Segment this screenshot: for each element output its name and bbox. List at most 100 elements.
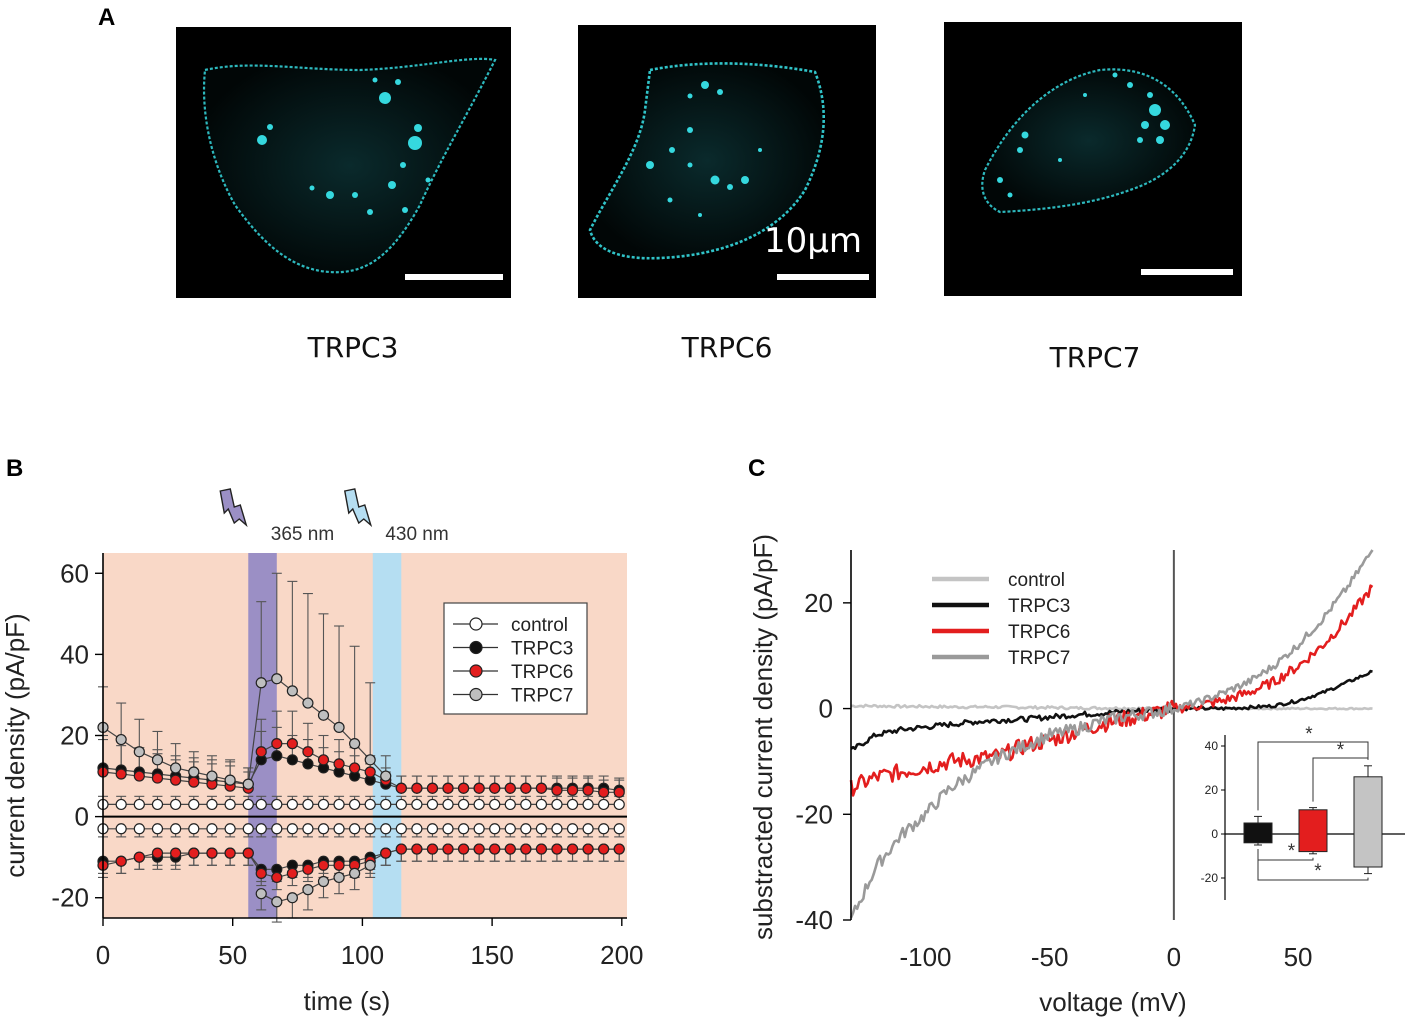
data-point-control	[188, 798, 200, 811]
data-point-trpc6	[395, 782, 407, 794]
annotation-365nm: 365 nm	[271, 524, 334, 545]
legend-label-trpc6: TRPC6	[1008, 622, 1070, 643]
flash-365-icon	[219, 488, 248, 528]
data-point-trpc6	[151, 772, 164, 784]
panel-letter-a: A	[98, 4, 115, 31]
data-point-trpc6	[535, 782, 547, 794]
data-point-trpc6	[582, 843, 594, 855]
x-tick-label: 100	[341, 940, 384, 970]
data-point-control	[489, 798, 501, 811]
y-tick-label: 0	[819, 694, 833, 724]
y-tick-label: -40	[795, 905, 833, 935]
data-point-trpc7	[364, 859, 376, 871]
data-point-trpc6	[411, 782, 423, 794]
membrane-outline-trpc6	[588, 62, 825, 260]
data-point-control	[317, 823, 330, 835]
data-point-trpc6	[206, 847, 218, 859]
shaded-uv	[248, 553, 277, 918]
data-point-trpc7	[271, 673, 283, 685]
data-point-trpc6	[349, 762, 361, 774]
data-point-trpc6	[242, 847, 254, 859]
legend: control TRPC3 TRPC6 TRPC7	[932, 570, 1070, 669]
legend-box	[443, 602, 588, 715]
data-point-trpc7	[317, 875, 330, 888]
data-point-trpc6	[473, 782, 485, 794]
data-point-trpc7	[333, 871, 345, 884]
shaded-blue	[372, 553, 402, 918]
y-tick-label: -20	[795, 799, 833, 829]
data-point-trpc6	[520, 782, 532, 794]
data-point-trpc6	[380, 847, 392, 859]
micrograph-trpc3	[176, 27, 511, 298]
data-point-trpc3	[302, 758, 314, 770]
label-trpc6: TRPC6	[681, 331, 773, 364]
flash-430-icon	[343, 488, 373, 528]
data-point-trpc6	[286, 867, 298, 879]
data-point-control	[286, 798, 298, 811]
data-point-trpc6	[551, 784, 563, 796]
label-trpc3: TRPC3	[307, 331, 399, 364]
significance-star: *	[1314, 861, 1322, 882]
data-point-trpc3	[271, 750, 283, 762]
data-point-trpc6	[255, 746, 267, 758]
data-point-trpc7	[206, 770, 218, 782]
data-point-control	[598, 823, 610, 835]
data-point-trpc7	[364, 754, 376, 766]
data-point-control	[426, 823, 439, 835]
panel-letter-b: B	[6, 455, 23, 482]
data-point-trpc7	[224, 774, 236, 786]
data-point-trpc6	[598, 786, 610, 798]
data-point-trpc6	[364, 766, 376, 778]
membrane-outline-trpc3	[202, 57, 497, 274]
data-point-trpc7	[271, 896, 283, 908]
significance-star: *	[1305, 724, 1313, 745]
inset-bar-trpc3	[1243, 822, 1273, 844]
inset-bar-trpc7	[1353, 776, 1383, 868]
data-point-control	[411, 823, 423, 835]
data-point-control	[133, 798, 145, 811]
data-point-control	[504, 823, 516, 835]
scale-bar	[1141, 269, 1233, 275]
data-point-trpc6	[426, 782, 439, 794]
data-point-trpc6	[133, 851, 145, 863]
data-point-trpc6	[170, 774, 182, 786]
data-point-control	[224, 823, 236, 835]
data-point-trpc6	[613, 786, 625, 798]
legend-label-trpc7: TRPC7	[511, 686, 573, 707]
data-point-trpc6	[457, 782, 470, 794]
scale-text: 10μm	[764, 221, 862, 261]
x-tick-label: -50	[1031, 942, 1069, 972]
data-point-control	[442, 823, 454, 835]
data-point-control	[520, 798, 532, 811]
data-point-control	[188, 823, 200, 835]
data-point-trpc6	[302, 863, 314, 875]
micrograph-trpc6: 10μm	[578, 25, 876, 298]
label-trpc7: TRPC7	[1049, 341, 1141, 374]
data-point-trpc7	[302, 884, 314, 896]
inset-y-tick-label: -20	[1201, 871, 1219, 885]
data-point-trpc6	[411, 843, 423, 855]
data-point-control	[613, 798, 625, 811]
significance-bracket	[1257, 741, 1369, 811]
y-tick-label: -20	[51, 883, 89, 913]
significance-bracket	[1312, 757, 1369, 802]
legend-label-trpc3: TRPC3	[1008, 596, 1070, 617]
data-point-control	[286, 823, 298, 835]
data-point-control	[613, 823, 625, 835]
data-point-control	[442, 798, 454, 811]
data-point-trpc7	[133, 746, 145, 758]
data-point-trpc7	[349, 867, 361, 879]
data-point-control	[395, 823, 407, 835]
inset-y-tick-label: 0	[1211, 827, 1218, 841]
data-point-trpc6	[395, 843, 407, 855]
data-point-control	[206, 798, 218, 811]
data-point-trpc6	[151, 847, 164, 859]
data-point-control	[395, 798, 407, 811]
data-point-control	[170, 798, 182, 811]
data-point-control	[457, 798, 470, 811]
x-axis-label: voltage (mV)	[1039, 987, 1186, 1017]
data-point-trpc7	[151, 754, 164, 766]
data-point-trpc6	[333, 859, 345, 871]
chart-c: -40 -20 0 20 -100 -50 0 50 voltage (mV) substract…	[748, 534, 1405, 1017]
